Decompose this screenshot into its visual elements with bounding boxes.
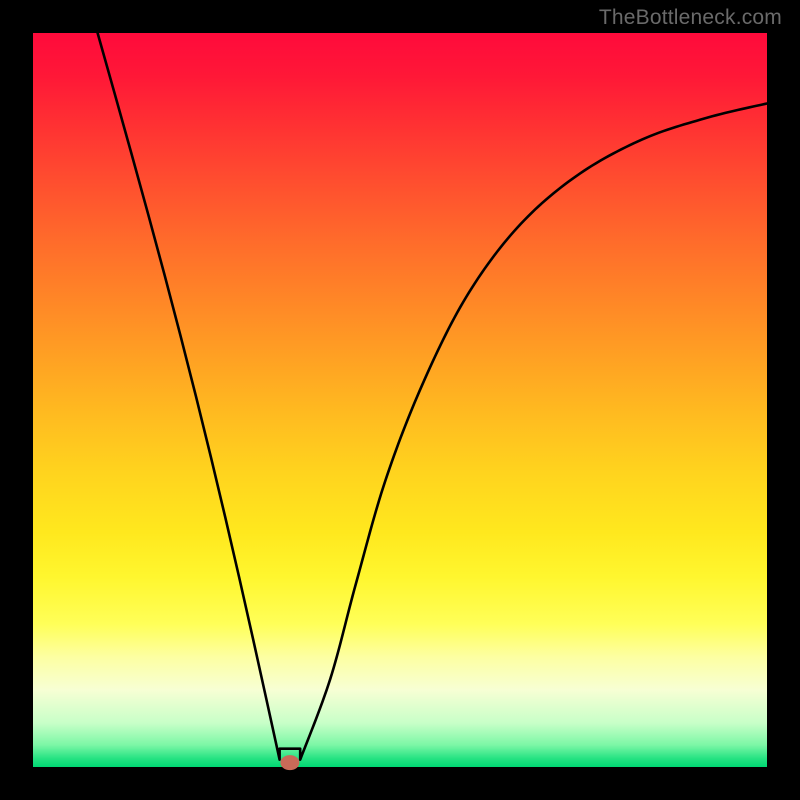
- optimum-marker: [281, 756, 299, 770]
- watermark-text: TheBottleneck.com: [599, 6, 782, 30]
- bottleneck-curve: [98, 33, 767, 760]
- curve-layer: [33, 33, 767, 767]
- plot-area: [33, 33, 767, 767]
